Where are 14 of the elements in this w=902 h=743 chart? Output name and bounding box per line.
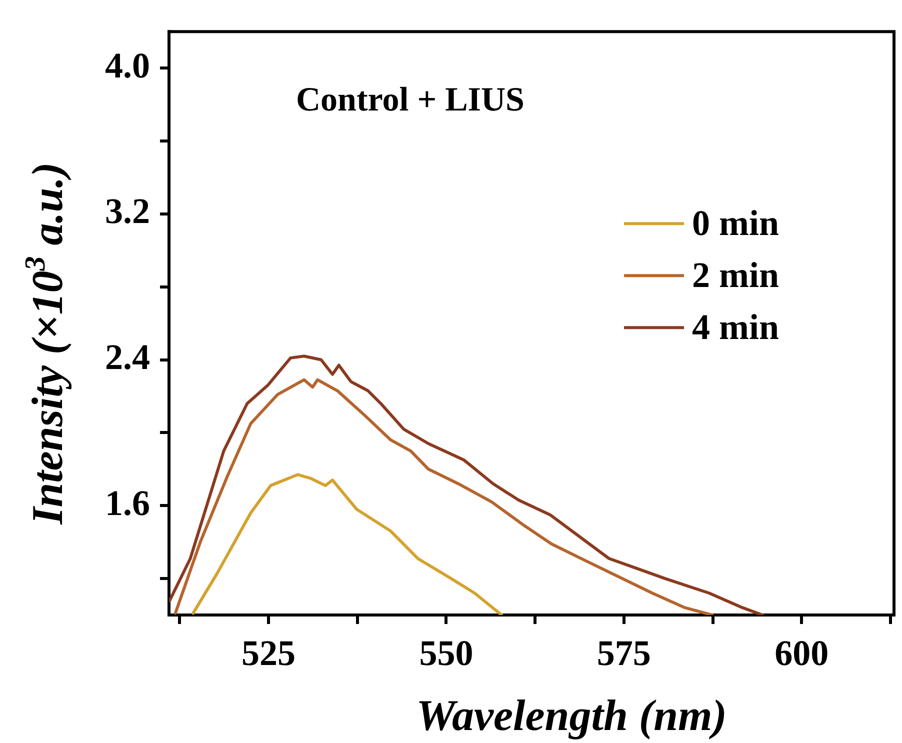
- y-tick-label: 3.2: [105, 191, 150, 232]
- x-tick-label: 600: [774, 632, 829, 673]
- x-tick-label: 575: [596, 632, 651, 673]
- legend-label: 4 min: [692, 306, 780, 347]
- y-axis-title: Intensity (×103 a.u.): [19, 162, 72, 526]
- x-tick-label: 525: [242, 632, 296, 673]
- y-tick-label: 4.0: [105, 45, 150, 86]
- y-tick-label: 1.6: [105, 482, 150, 523]
- legend-label: 2 min: [692, 254, 780, 295]
- x-axis-title: Wavelength (nm): [416, 691, 727, 740]
- y-tick-label: 2.4: [105, 337, 150, 378]
- text: Control + LIUS: [296, 81, 524, 118]
- legend-label: 0 min: [692, 202, 780, 243]
- x-tick-label: 550: [419, 632, 474, 673]
